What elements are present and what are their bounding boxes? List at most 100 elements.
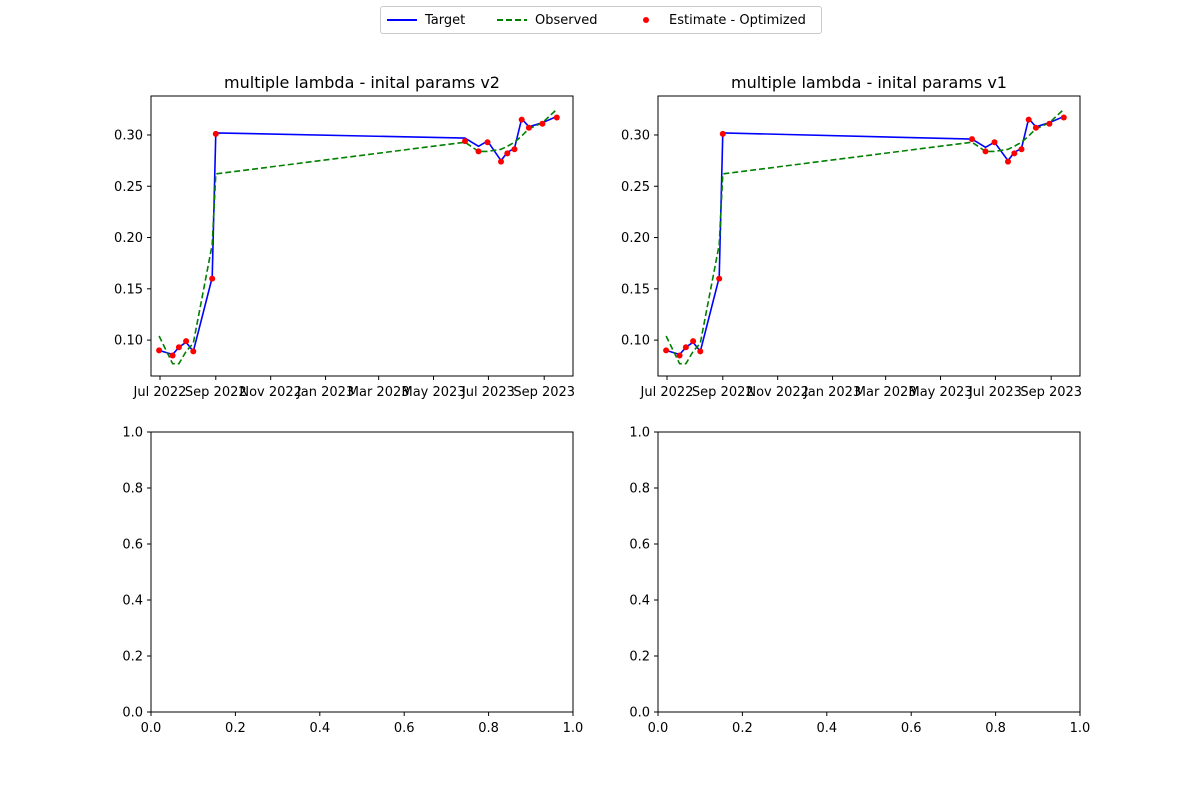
legend-item-estimate: Estimate - Optimized (631, 7, 806, 33)
x-tick-label: Jul 2022 (640, 385, 694, 400)
estimate-optimized-point-2 (175, 344, 182, 351)
estimate-optimized-point-7 (969, 136, 975, 143)
y-tick-label: 0.10 (621, 334, 650, 349)
x-tick-label: 0.6 (901, 721, 922, 736)
y-tick-label: 0.0 (629, 706, 650, 721)
y-tick-label: 0.4 (122, 594, 143, 609)
legend-observed-dashed-line-icon (497, 19, 527, 21)
x-tick-label: Jan 2023 (803, 385, 861, 400)
estimate-optimized-point-5 (209, 275, 216, 282)
x-tick-label: 1.0 (563, 721, 584, 736)
estimate-optimized-point-14 (1032, 124, 1039, 131)
estimate-optimized-point-11 (1011, 150, 1018, 157)
x-tick-label: Jan 2023 (296, 385, 354, 400)
x-tick-label: 0.0 (141, 721, 162, 736)
estimate-optimized-point-16 (553, 114, 560, 121)
x-tick-label: Mar 2023 (855, 385, 917, 400)
estimate-optimized-point-1 (169, 352, 176, 359)
estimate-optimized-point-13 (1025, 116, 1032, 123)
estimate-optimized-point-15 (539, 120, 546, 127)
y-tick-label: 0.20 (114, 231, 143, 246)
legend-item-observed: Observed (497, 7, 598, 33)
estimate-optimized-point-4 (190, 348, 197, 355)
x-tick-label: Mar 2023 (348, 385, 410, 400)
x-tick-label: 0.6 (394, 721, 415, 736)
x-tick-label: Sep 2023 (1020, 385, 1082, 400)
estimate-optimized-point-6 (212, 130, 219, 137)
target-line (158, 115, 558, 356)
estimate-optimized-point-13 (518, 116, 525, 123)
estimate-optimized-point-5 (716, 275, 723, 282)
estimate-optimized-point-3 (690, 338, 697, 345)
panel-empty-right: 0.0 0.2 0.4 0.6 0.8 1.0 0.0 0.2 0.4 0.6 0.8 1.0 (629, 426, 1090, 737)
observed-line (665, 108, 1065, 365)
legend-target-line-icon (387, 19, 417, 21)
estimate-optimized-point-7 (462, 138, 468, 145)
y-tick-label: 0.2 (122, 650, 143, 665)
target-line (665, 115, 1065, 356)
axes-frame (657, 431, 1081, 713)
estimate-optimized-point-9 (991, 139, 998, 146)
x-tick-label: Sep 2022 (185, 385, 247, 400)
estimate-optimized-point-12 (1018, 146, 1025, 153)
y-tick-label: 0.8 (122, 482, 143, 497)
y-tick-label: 0.6 (122, 538, 143, 553)
x-tick-label: 1.0 (1070, 721, 1091, 736)
x-tick-label: Nov 2022 (746, 385, 809, 400)
estimate-optimized-point-16 (1060, 114, 1067, 121)
y-tick-label: 1.0 (629, 426, 650, 441)
legend: Target Observed Estimate - Optimized (380, 6, 822, 34)
estimate-optimized-point-1 (676, 352, 683, 359)
y-tick-label: 0.15 (114, 282, 143, 297)
axes-frame (150, 431, 574, 713)
x-tick-label: 0.8 (478, 721, 499, 736)
x-tick-label: May 2023 (401, 385, 465, 400)
y-tick-label: 0.8 (629, 482, 650, 497)
legend-estimate-dot-icon (643, 17, 649, 23)
x-tick-label: 0.0 (648, 721, 669, 736)
legend-label-observed: Observed (535, 12, 598, 28)
y-tick-label: 1.0 (122, 426, 143, 441)
observed-line (158, 108, 558, 365)
y-tick-label: 0.10 (114, 334, 143, 349)
legend-item-target: Target (387, 7, 465, 33)
axes-frame (150, 95, 574, 377)
panel-empty-left: 0.0 0.2 0.4 0.6 0.8 1.0 0.0 0.2 0.4 0.6 0.8 1.0 (122, 426, 583, 737)
chart-title: multiple lambda - inital params v1 (731, 73, 1007, 92)
axes-frame (657, 95, 1081, 377)
y-tick-label: 0.0 (122, 706, 143, 721)
estimate-optimized-point-0 (156, 347, 163, 354)
legend-label-target: Target (425, 12, 466, 28)
estimate-optimized-point-8 (475, 148, 482, 155)
x-tick-label: Sep 2023 (513, 385, 575, 400)
y-tick-label: 0.15 (621, 282, 650, 297)
y-tick-label: 0.20 (621, 231, 650, 246)
y-tick-label: 0.30 (621, 128, 650, 143)
y-tick-label: 0.25 (114, 180, 143, 195)
estimate-optimized-point-6 (719, 130, 726, 137)
estimate-optimized-point-8 (982, 148, 989, 155)
estimate-optimized-point-4 (697, 348, 704, 355)
x-tick-label: Sep 2022 (692, 385, 754, 400)
estimate-optimized-point-10 (1005, 158, 1011, 165)
x-tick-label: May 2023 (908, 385, 972, 400)
y-tick-label: 0.25 (621, 180, 650, 195)
x-tick-label: Jul 2023 (461, 385, 515, 400)
y-tick-label: 0.2 (629, 650, 650, 665)
estimate-optimized-point-3 (183, 338, 190, 345)
x-tick-label: 0.2 (732, 721, 753, 736)
y-tick-label: 0.30 (114, 128, 143, 143)
estimate-optimized-point-15 (1046, 120, 1053, 127)
estimate-optimized-point-9 (484, 139, 491, 146)
x-tick-label: 0.8 (985, 721, 1006, 736)
estimate-optimized-point-12 (511, 146, 518, 153)
legend-label-estimate: Estimate - Optimized (669, 12, 806, 28)
x-tick-label: 0.2 (225, 721, 246, 736)
estimate-optimized-point-2 (682, 344, 689, 351)
x-tick-label: Nov 2022 (239, 385, 302, 400)
estimate-optimized-point-14 (525, 124, 532, 131)
estimate-optimized-point-11 (504, 150, 511, 157)
